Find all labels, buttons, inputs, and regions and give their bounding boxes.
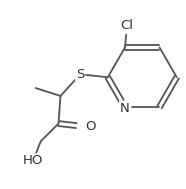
Text: HO: HO [23, 154, 43, 167]
Text: N: N [120, 102, 130, 115]
Text: Cl: Cl [121, 19, 134, 32]
Text: S: S [76, 68, 84, 81]
Text: O: O [85, 120, 96, 133]
